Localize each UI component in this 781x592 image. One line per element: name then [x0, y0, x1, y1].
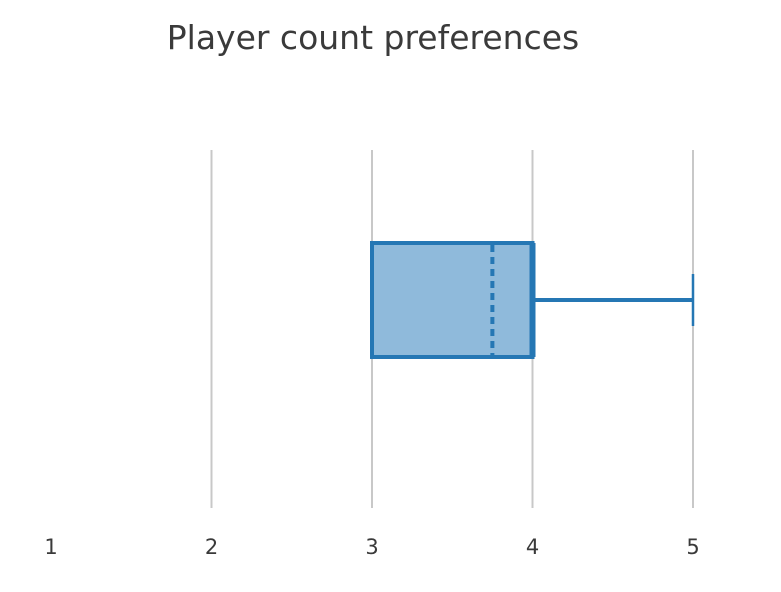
- x-tick-label-2: 2: [205, 535, 218, 559]
- chart-title: Player count preferences: [167, 18, 579, 57]
- x-tick-label-4: 4: [526, 535, 539, 559]
- x-tick-label-3: 3: [365, 535, 378, 559]
- box-series: [370, 241, 695, 359]
- x-tick-label-5: 5: [686, 535, 699, 559]
- x-tick-label-1: 1: [44, 535, 57, 559]
- iqr-box: [370, 241, 535, 359]
- box-series-0: [370, 241, 695, 359]
- x-axis-ticks: 1 2 3 4 5: [44, 535, 699, 559]
